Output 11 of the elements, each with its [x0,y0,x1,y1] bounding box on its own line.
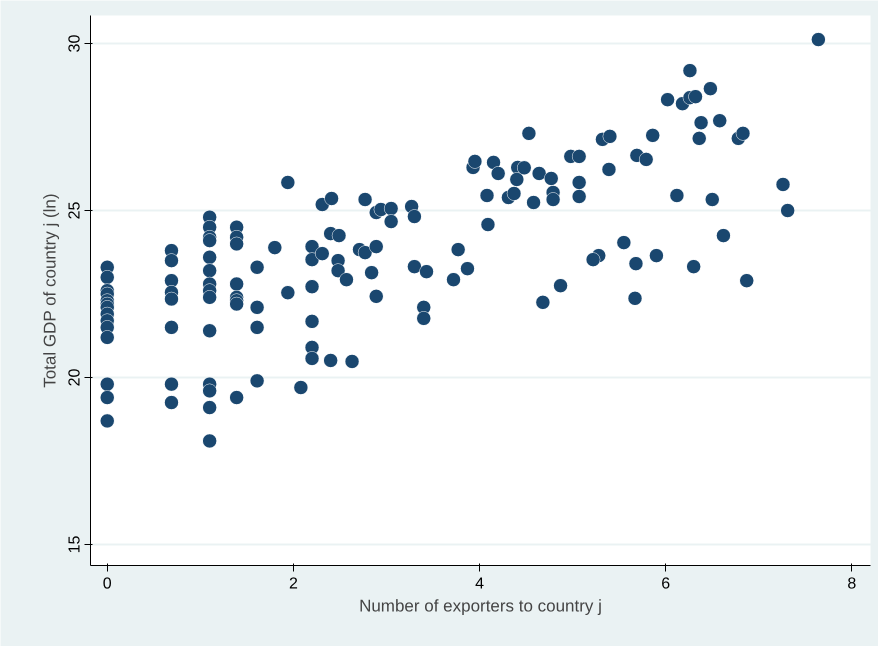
x-tick-label: 6 [661,576,670,592]
y-tick-label: 25 [66,202,84,220]
x-tick-label: 4 [475,576,484,592]
y-tick-label: 20 [66,368,84,386]
y-axis-title: Total GDP of country j (ln) [40,193,60,388]
x-tick-label: 2 [288,576,298,592]
x-tick-label: 0 [102,576,112,592]
x-axis-title: Number of exporters to country j [359,596,602,616]
y-tick-label: 30 [66,34,84,52]
x-tick-label: 8 [847,576,856,592]
y-tick-label: 15 [66,535,84,554]
